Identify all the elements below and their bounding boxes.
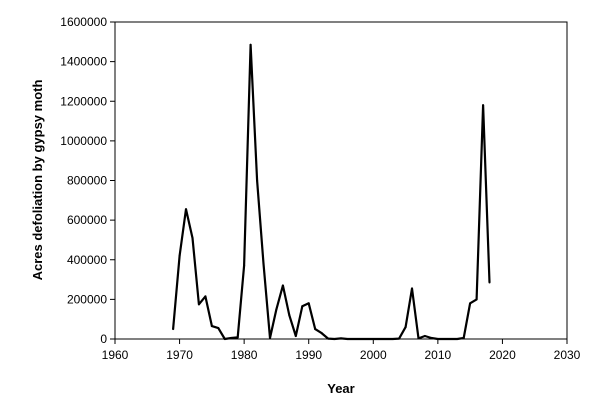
x-tick-label: 2000 <box>360 348 387 362</box>
data-point <box>327 337 330 340</box>
data-point <box>391 338 394 340</box>
y-tick-label: 200000 <box>67 292 107 306</box>
x-axis: 1960 1970 1980 1990 2000 2010 2020 2030 <box>102 339 581 362</box>
y-tick-label: 1200000 <box>60 94 107 108</box>
data-point <box>281 284 284 287</box>
data-point <box>352 338 355 340</box>
data-point <box>404 326 407 329</box>
data-point <box>365 338 368 340</box>
data-point <box>411 287 414 290</box>
x-tick-label: 2030 <box>554 348 581 362</box>
data-point <box>359 338 362 340</box>
data-point <box>443 338 446 340</box>
y-tick-label: 800000 <box>67 174 107 188</box>
data-point <box>423 335 426 338</box>
data-point <box>204 295 207 298</box>
data-point <box>268 337 271 340</box>
data-point <box>372 338 375 340</box>
data-point <box>333 338 336 340</box>
y-tick-label: 400000 <box>67 253 107 267</box>
data-point <box>172 328 175 331</box>
x-tick-label: 2010 <box>425 348 452 362</box>
y-tick-label: 600000 <box>67 213 107 227</box>
x-tick-label: 2020 <box>489 348 516 362</box>
data-point <box>475 298 478 301</box>
data-point <box>417 337 420 340</box>
data-points <box>172 43 491 340</box>
data-point <box>217 327 220 330</box>
data-point <box>462 337 465 340</box>
data-point <box>340 337 342 340</box>
data-point <box>191 236 194 239</box>
data-point <box>301 305 304 308</box>
y-tick-label: 1000000 <box>60 134 107 148</box>
data-point <box>223 338 226 340</box>
data-point <box>197 303 200 306</box>
data-point <box>178 254 181 257</box>
data-point <box>210 325 213 328</box>
data-point <box>469 302 472 305</box>
data-point <box>294 335 297 338</box>
y-tick-label: 1400000 <box>60 55 107 69</box>
plot-area-frame <box>114 21 568 340</box>
data-point <box>249 43 252 46</box>
x-tick-label: 1970 <box>166 348 193 362</box>
data-point <box>482 104 485 107</box>
data-point <box>256 179 259 182</box>
data-point <box>262 262 265 265</box>
data-point <box>436 338 439 340</box>
x-tick-label: 1980 <box>231 348 258 362</box>
data-point <box>288 314 291 317</box>
data-point <box>275 308 278 311</box>
x-tick-label: 1960 <box>102 348 129 362</box>
data-point <box>236 336 239 339</box>
data-point <box>398 337 401 340</box>
data-point <box>449 338 452 340</box>
data-point <box>385 338 388 340</box>
data-point <box>456 338 459 340</box>
data-point <box>314 328 317 331</box>
data-point <box>320 332 323 335</box>
data-point <box>430 337 433 340</box>
x-tick-label: 1990 <box>295 348 322 362</box>
data-point <box>378 338 381 340</box>
x-axis-title: Year <box>327 381 354 396</box>
y-tick-label: 0 <box>100 332 107 346</box>
data-point <box>307 302 310 305</box>
data-point <box>346 338 349 340</box>
data-point <box>488 281 491 284</box>
y-axis-title: Acres defoliation by gypsy moth <box>30 80 45 281</box>
data-line <box>172 43 491 341</box>
data-point <box>230 337 233 340</box>
data-point <box>185 208 188 211</box>
y-tick-label: 1600000 <box>60 15 107 29</box>
data-point <box>243 264 246 267</box>
y-axis: 0 200000 400000 600000 800000 1000000 1200000 1… <box>60 15 115 346</box>
